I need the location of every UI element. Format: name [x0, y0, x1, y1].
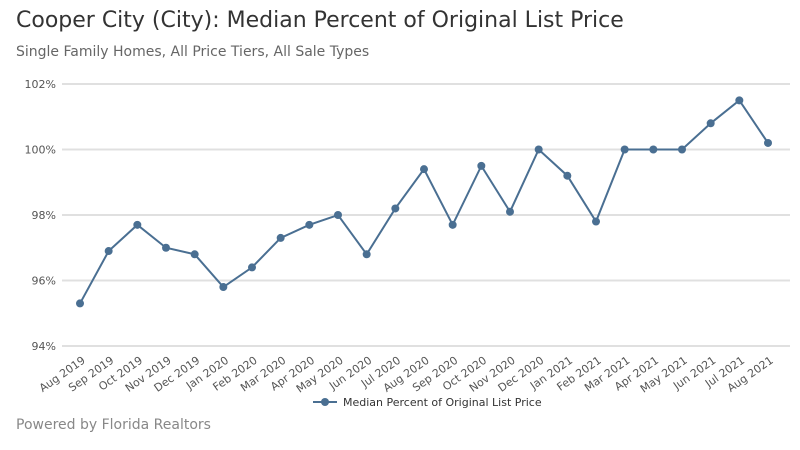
y-tick-label: 102% — [25, 78, 56, 91]
page-subtitle: Single Family Homes, All Price Tiers, Al… — [16, 44, 370, 60]
data-point — [76, 299, 84, 308]
footer-credit: Powered by Florida Realtors — [16, 417, 211, 433]
data-point — [477, 161, 486, 170]
data-point — [391, 204, 400, 213]
data-point — [133, 220, 142, 229]
data-point — [420, 165, 428, 174]
data-point — [362, 250, 371, 259]
y-tick-label: 98% — [32, 209, 56, 222]
legend-label: Median Percent of Original List Price — [343, 396, 542, 409]
data-point — [764, 138, 772, 147]
data-point — [534, 145, 543, 154]
data-point — [563, 171, 572, 180]
y-tick-label: 96% — [32, 275, 56, 288]
legend-marker — [321, 398, 329, 406]
data-point — [305, 220, 314, 229]
data-point — [706, 119, 715, 128]
data-point — [678, 145, 686, 154]
series-line — [79, 98, 769, 304]
y-tick-label: 94% — [32, 340, 56, 353]
data-point — [334, 211, 342, 219]
y-tick-label: 100% — [25, 144, 56, 157]
data-point — [104, 247, 113, 256]
data-point — [448, 220, 457, 229]
data-point — [592, 217, 600, 226]
data-point — [620, 145, 629, 154]
page-title: Cooper City (City): Median Percent of Or… — [16, 8, 624, 33]
data-point — [276, 233, 285, 242]
data-point — [219, 283, 228, 292]
data-point — [190, 250, 199, 259]
data-point — [649, 145, 658, 154]
data-point — [248, 263, 256, 272]
data-point — [735, 96, 744, 105]
data-point — [506, 207, 514, 216]
data-point — [162, 243, 170, 252]
